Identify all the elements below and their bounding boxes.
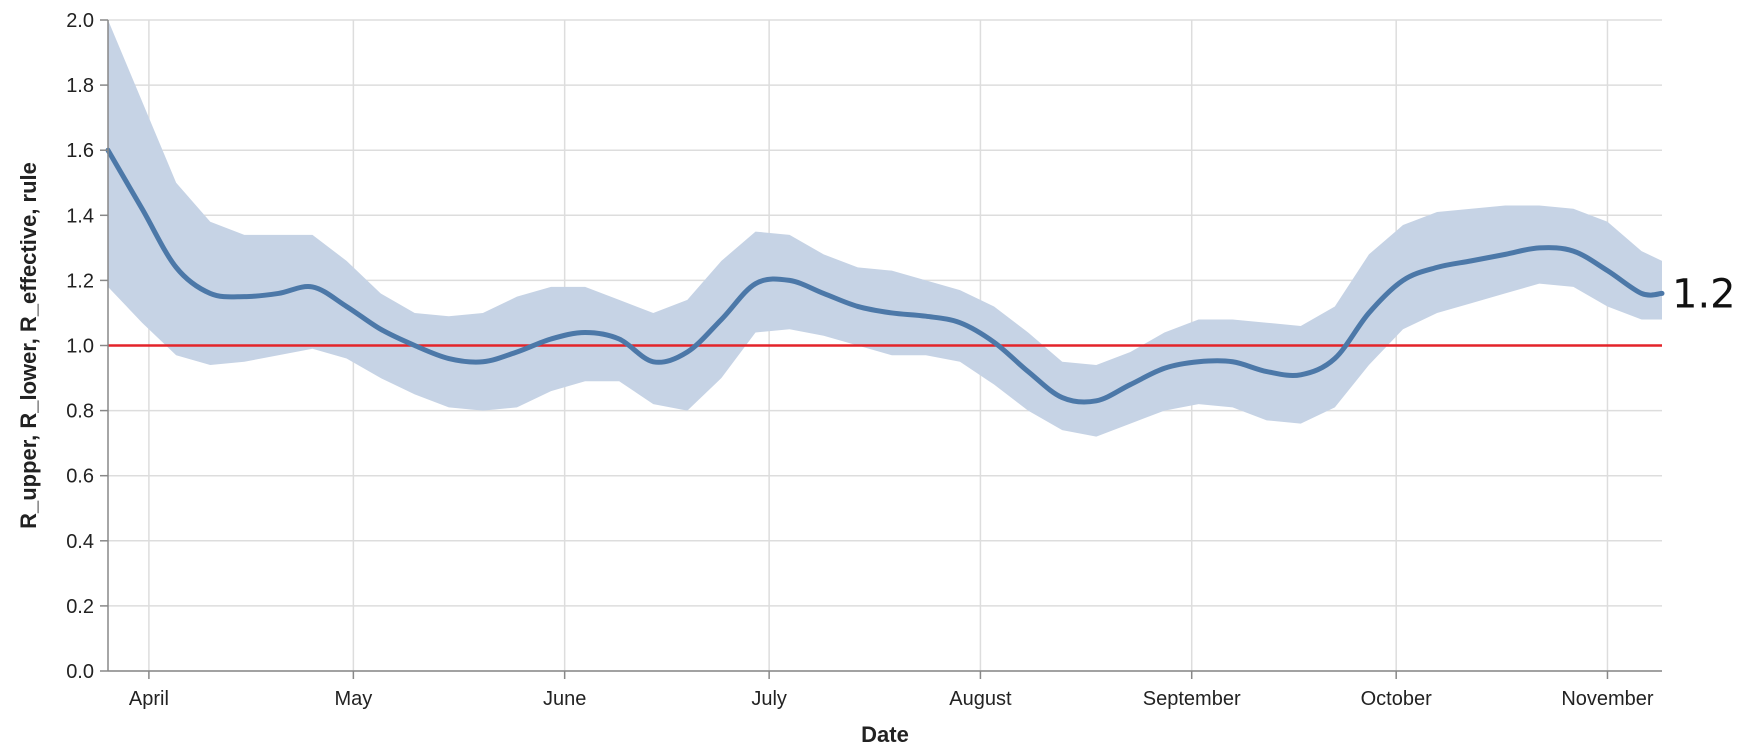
end-value-label: 1.2 xyxy=(1672,271,1736,317)
x-tick-label: August xyxy=(949,688,1012,710)
y-tick-label: 0.2 xyxy=(66,596,94,618)
x-tick-label: September xyxy=(1143,688,1241,710)
y-tick-label: 0.4 xyxy=(66,531,94,553)
confidence-band xyxy=(108,20,1662,437)
y-tick-label: 1.0 xyxy=(66,336,94,358)
y-tick-label: 1.6 xyxy=(66,140,94,162)
x-tick-label: October xyxy=(1361,688,1432,710)
y-tick-label: 1.2 xyxy=(66,270,94,292)
x-tick-label: May xyxy=(334,688,372,710)
y-axis-ticks: 0.0 0.2 0.4 0.6 0.8 1.0 1.2 1.4 1.6 1.8 2.0 xyxy=(66,10,108,683)
x-tick-label: July xyxy=(751,688,787,710)
x-tick-label: April xyxy=(129,688,169,710)
x-axis-ticks: April May June July August September October No… xyxy=(129,671,1654,710)
x-axis-title: Date xyxy=(861,722,909,747)
y-tick-label: 0.0 xyxy=(66,661,94,683)
y-axis-title: R_upper, R_lower, R_effective, rule xyxy=(16,162,41,529)
y-tick-label: 0.6 xyxy=(66,466,94,488)
y-tick-label: 1.4 xyxy=(66,205,94,227)
y-tick-label: 2.0 xyxy=(66,10,94,32)
y-tick-label: 0.8 xyxy=(66,401,94,423)
r-effective-line xyxy=(105,147,1665,405)
x-tick-label: November xyxy=(1561,688,1654,710)
x-tick-label: June xyxy=(543,688,586,710)
y-tick-label: 1.8 xyxy=(66,75,94,97)
